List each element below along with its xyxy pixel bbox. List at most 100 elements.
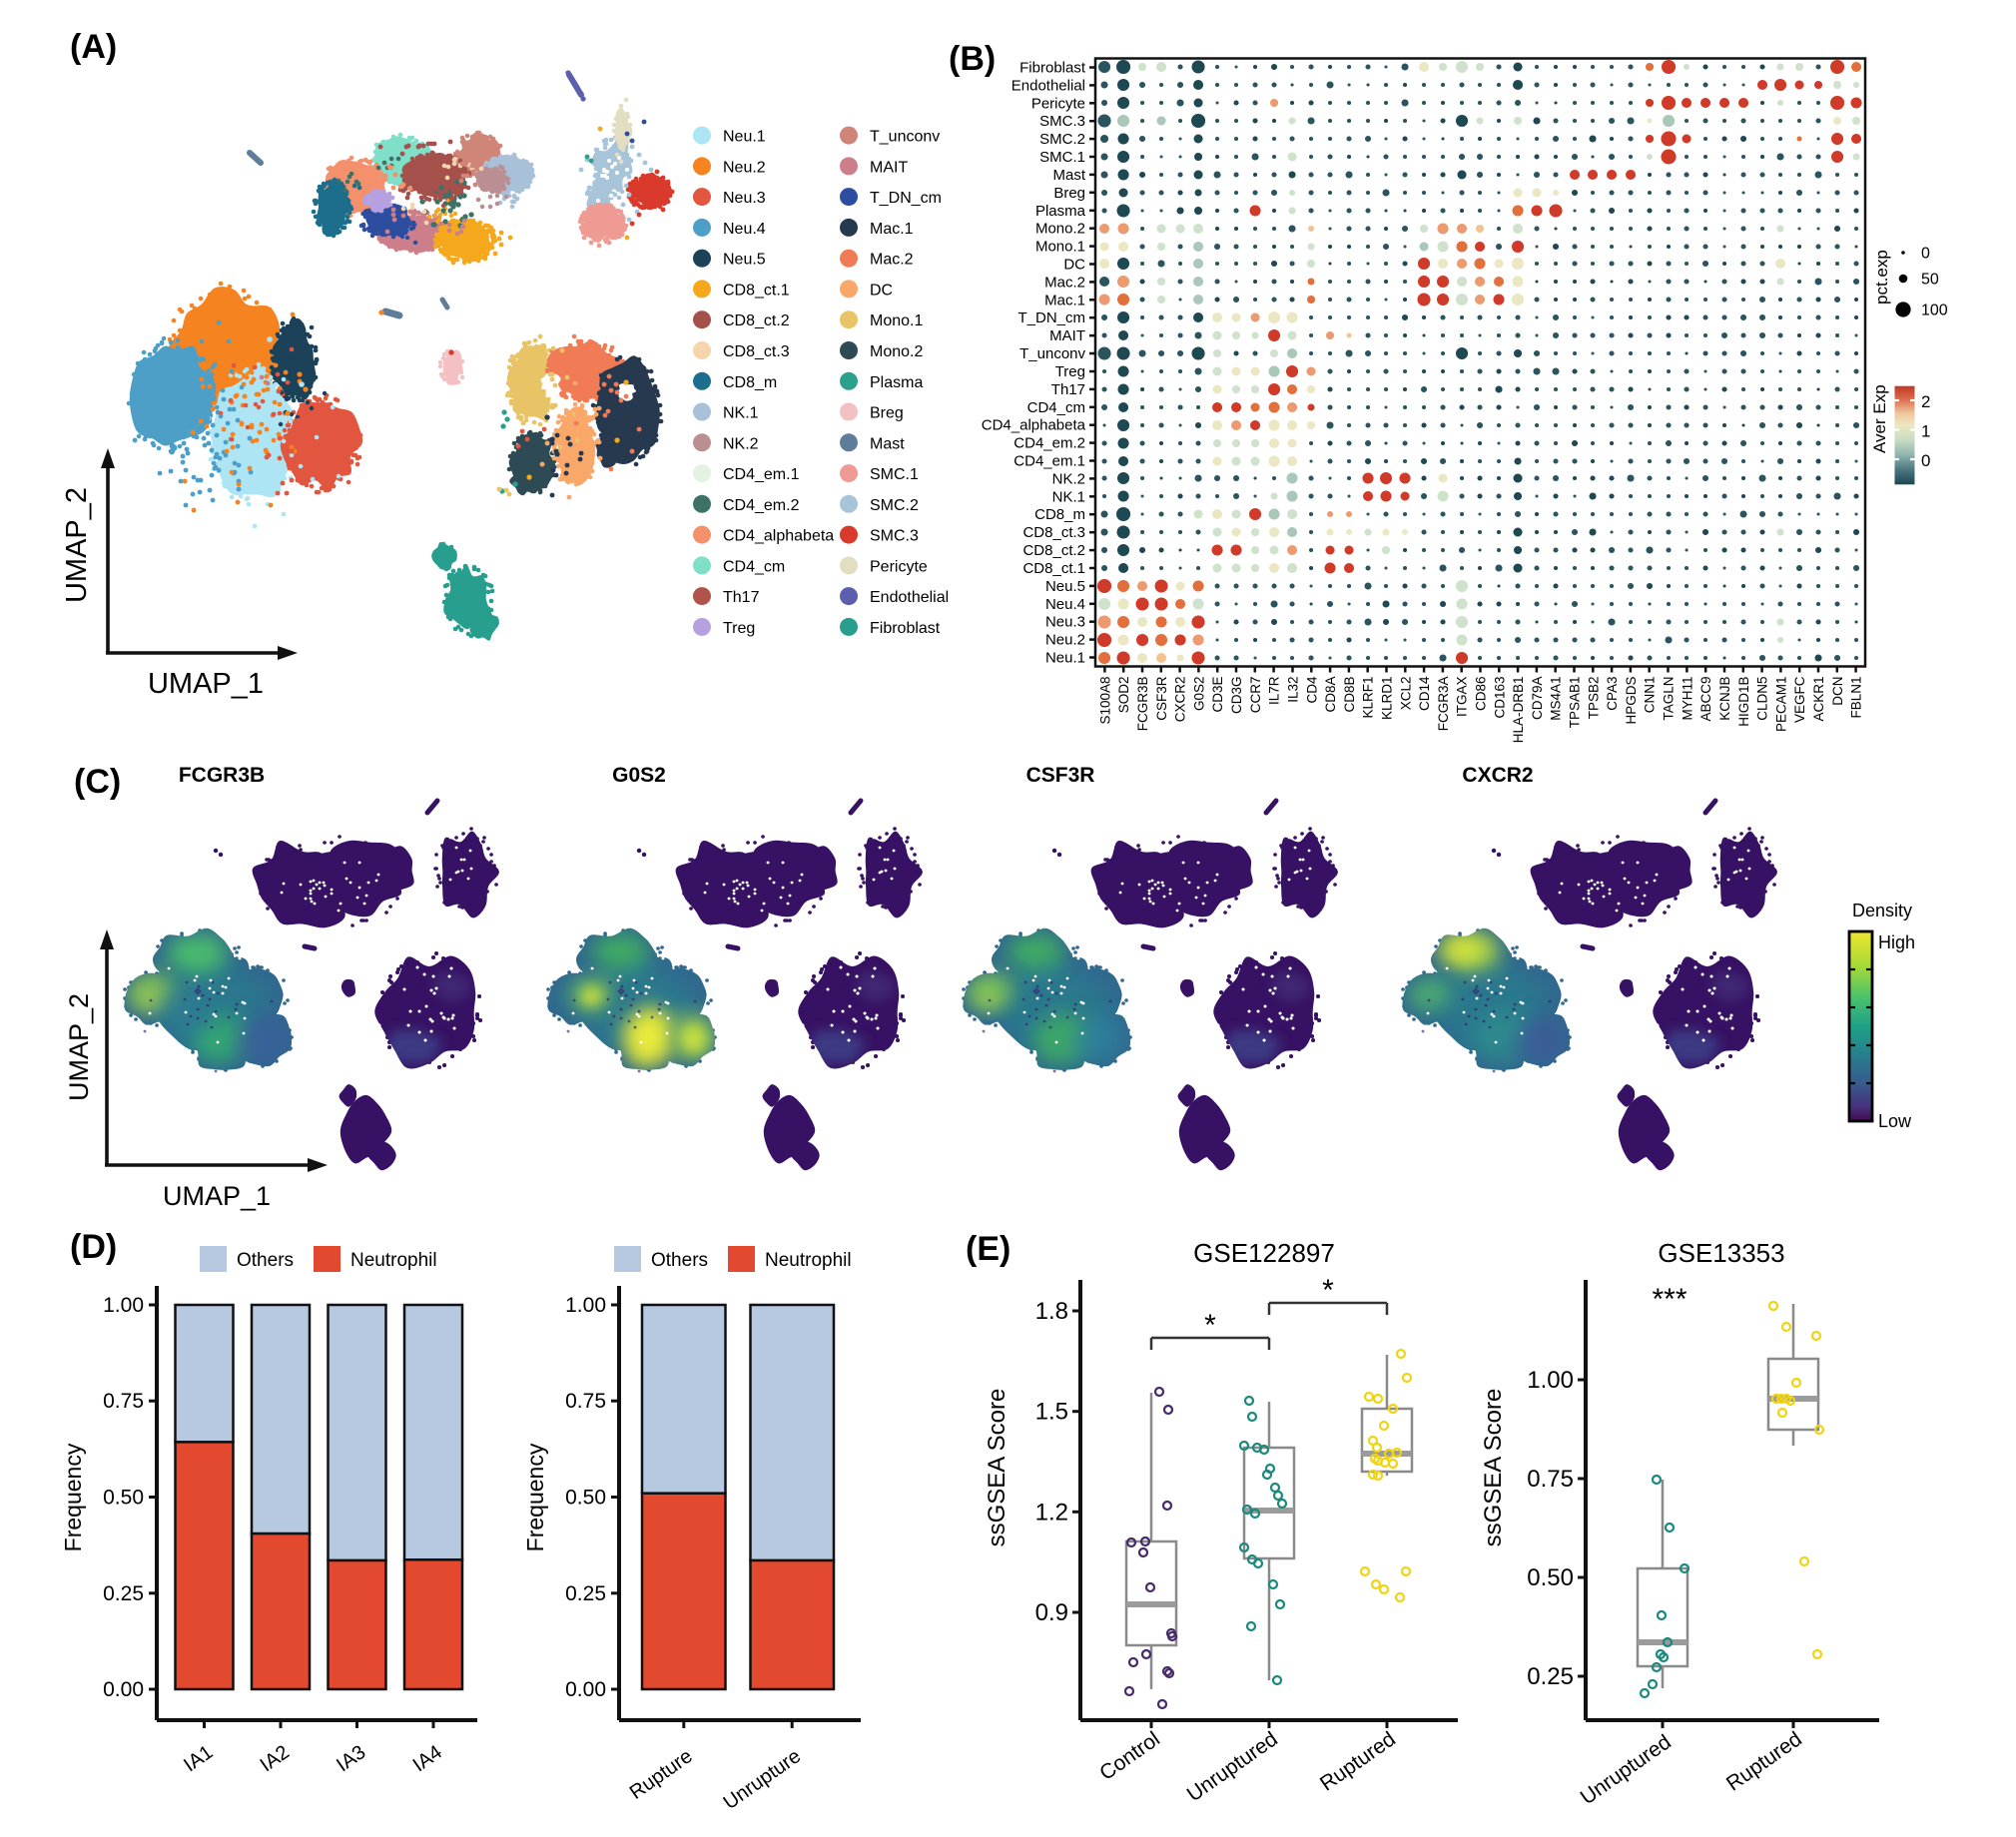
svg-text:FCGR3B: FCGR3B xyxy=(179,764,265,787)
svg-text:Mono.2: Mono.2 xyxy=(1035,221,1085,238)
svg-text:Fibroblast: Fibroblast xyxy=(1019,60,1086,77)
svg-text:Fibroblast: Fibroblast xyxy=(870,620,941,637)
svg-text:0.00: 0.00 xyxy=(103,1678,144,1701)
svg-text:ssGSEA Score: ssGSEA Score xyxy=(1480,1389,1507,1547)
svg-text:TPSB2: TPSB2 xyxy=(1586,677,1601,720)
svg-text:0.25: 0.25 xyxy=(565,1582,606,1605)
svg-text:NK.2: NK.2 xyxy=(1052,470,1085,487)
svg-text:Treg: Treg xyxy=(723,620,755,637)
svg-text:0.50: 0.50 xyxy=(565,1487,606,1510)
svg-text:FBLN1: FBLN1 xyxy=(1849,677,1864,719)
svg-text:FCGR3A: FCGR3A xyxy=(1436,677,1451,732)
svg-text:CD4_em.2: CD4_em.2 xyxy=(723,497,800,514)
svg-text:UMAP_1: UMAP_1 xyxy=(148,668,264,700)
svg-text:SMC.2: SMC.2 xyxy=(1039,131,1085,148)
svg-text:1.2: 1.2 xyxy=(1035,1499,1068,1526)
svg-text:0.50: 0.50 xyxy=(103,1487,144,1510)
svg-text:CCR7: CCR7 xyxy=(1248,677,1263,714)
svg-text:*: * xyxy=(1322,1274,1334,1307)
svg-text:1.00: 1.00 xyxy=(565,1294,606,1317)
svg-text:PECAM1: PECAM1 xyxy=(1773,677,1788,733)
svg-text:100: 100 xyxy=(1921,303,1948,319)
svg-text:(E): (E) xyxy=(966,1230,1010,1268)
svg-text:Neu.4: Neu.4 xyxy=(723,221,766,238)
svg-text:FCGR3B: FCGR3B xyxy=(1135,677,1150,732)
svg-text:Neutrophil: Neutrophil xyxy=(350,1250,437,1271)
svg-text:Plasma: Plasma xyxy=(870,374,923,391)
svg-text:0.25: 0.25 xyxy=(103,1582,144,1605)
svg-text:Others: Others xyxy=(651,1250,708,1271)
svg-text:Others: Others xyxy=(237,1250,294,1271)
svg-text:Neu.2: Neu.2 xyxy=(1045,632,1085,649)
svg-text:CD4_em.1: CD4_em.1 xyxy=(1013,453,1085,470)
svg-text:***: *** xyxy=(1652,1283,1686,1316)
svg-text:DC: DC xyxy=(870,282,893,299)
svg-text:NK.1: NK.1 xyxy=(1052,488,1085,505)
svg-text:CD4_cm: CD4_cm xyxy=(1027,399,1085,416)
svg-text:Plasma: Plasma xyxy=(1035,203,1086,220)
svg-text:CD3E: CD3E xyxy=(1210,677,1225,713)
svg-text:UMAP_1: UMAP_1 xyxy=(163,1181,271,1211)
svg-text:Neu.1: Neu.1 xyxy=(1045,650,1085,667)
svg-text:CSF3R: CSF3R xyxy=(1154,676,1169,721)
svg-text:CD8_ct.3: CD8_ct.3 xyxy=(1022,524,1085,541)
svg-text:Neu.4: Neu.4 xyxy=(1045,596,1085,613)
svg-text:ssGSEA Score: ssGSEA Score xyxy=(984,1389,1010,1547)
svg-text:VEGFC: VEGFC xyxy=(1792,676,1807,723)
svg-text:MAIT: MAIT xyxy=(1049,327,1085,344)
svg-text:Neutrophil: Neutrophil xyxy=(765,1250,852,1271)
svg-text:T_unconv: T_unconv xyxy=(870,129,940,146)
svg-text:Neu.3: Neu.3 xyxy=(1045,614,1085,631)
svg-text:Endothelial: Endothelial xyxy=(870,589,949,606)
svg-text:(A): (A) xyxy=(70,28,117,66)
svg-text:CD8B: CD8B xyxy=(1342,677,1357,713)
svg-text:CD8_ct.1: CD8_ct.1 xyxy=(1022,560,1085,577)
svg-text:1.00: 1.00 xyxy=(1527,1367,1574,1394)
svg-text:DC: DC xyxy=(1063,257,1085,274)
svg-text:CNN1: CNN1 xyxy=(1643,677,1658,714)
svg-text:0.75: 0.75 xyxy=(565,1390,606,1413)
svg-text:Mono.1: Mono.1 xyxy=(1035,239,1085,256)
svg-text:SMC.3: SMC.3 xyxy=(870,528,919,545)
svg-text:SMC.1: SMC.1 xyxy=(1039,149,1085,166)
svg-text:HLA-DRB1: HLA-DRB1 xyxy=(1511,677,1526,744)
svg-text:CD8_ct.2: CD8_ct.2 xyxy=(1022,542,1085,559)
svg-text:SOD2: SOD2 xyxy=(1116,677,1131,714)
svg-text:CD8_ct.3: CD8_ct.3 xyxy=(723,343,790,360)
svg-text:T_unconv: T_unconv xyxy=(1019,345,1085,362)
svg-text:CD79A: CD79A xyxy=(1530,677,1545,721)
svg-text:CXCR2: CXCR2 xyxy=(1462,764,1533,787)
svg-text:Mac.2: Mac.2 xyxy=(1044,274,1085,291)
svg-text:Neu.1: Neu.1 xyxy=(723,129,766,146)
svg-text:Mac.2: Mac.2 xyxy=(870,252,914,269)
svg-text:KLRF1: KLRF1 xyxy=(1361,677,1376,719)
svg-text:0: 0 xyxy=(1921,451,1930,470)
svg-text:Mono.2: Mono.2 xyxy=(870,343,923,360)
svg-text:CD4_em.2: CD4_em.2 xyxy=(1013,435,1085,452)
svg-text:(C): (C) xyxy=(74,763,121,801)
svg-text:(D): (D) xyxy=(70,1228,117,1266)
svg-text:CD8A: CD8A xyxy=(1323,677,1338,713)
svg-text:CD8_m: CD8_m xyxy=(723,374,777,391)
svg-text:CSF3R: CSF3R xyxy=(1026,764,1095,787)
svg-text:CD14: CD14 xyxy=(1417,676,1432,711)
svg-text:SMC.1: SMC.1 xyxy=(870,466,919,483)
svg-text:*: * xyxy=(1204,1309,1216,1342)
svg-text:IL32: IL32 xyxy=(1286,677,1301,703)
svg-text:Neu.2: Neu.2 xyxy=(723,159,766,176)
svg-text:S100A8: S100A8 xyxy=(1097,677,1112,725)
svg-text:Mast: Mast xyxy=(1052,167,1085,184)
svg-text:DCN: DCN xyxy=(1830,677,1845,706)
svg-text:G0S2: G0S2 xyxy=(612,764,666,787)
svg-text:NK.2: NK.2 xyxy=(723,435,759,452)
svg-text:Th17: Th17 xyxy=(723,589,760,606)
svg-text:0.00: 0.00 xyxy=(565,1678,606,1701)
svg-text:ITGAX: ITGAX xyxy=(1455,677,1470,718)
svg-text:HIGD1B: HIGD1B xyxy=(1736,677,1751,727)
svg-text:UMAP_2: UMAP_2 xyxy=(64,993,94,1101)
svg-text:HPGDS: HPGDS xyxy=(1624,677,1639,725)
svg-text:1.8: 1.8 xyxy=(1035,1298,1068,1325)
svg-text:Neu.3: Neu.3 xyxy=(723,190,766,207)
svg-text:KLRD1: KLRD1 xyxy=(1380,677,1395,721)
svg-text:Pericyte: Pericyte xyxy=(1031,95,1085,112)
